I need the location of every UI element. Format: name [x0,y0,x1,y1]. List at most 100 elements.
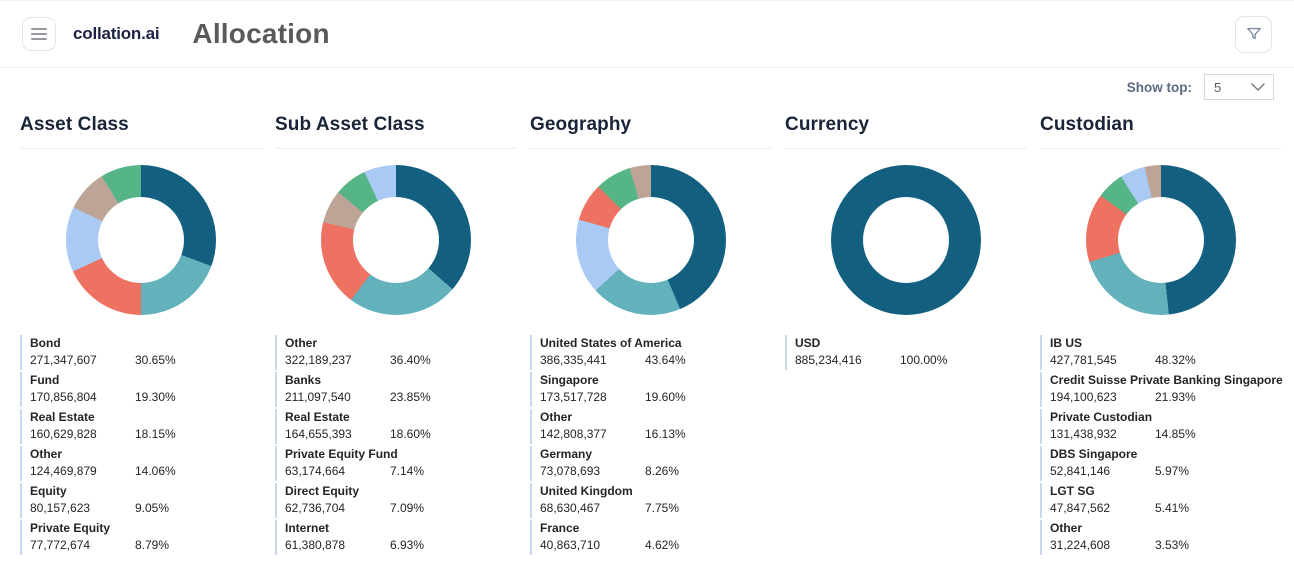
legend-value: 80,157,623 [30,501,91,515]
legend-percent: 16.13% [645,427,686,441]
legend-label: Other [1050,521,1083,535]
legend-value: 160,629,828 [30,427,97,441]
legend-label: Direct Equity [285,484,360,498]
legend-value: 77,772,674 [30,538,91,552]
filter-button[interactable] [1235,15,1272,53]
legend-item[interactable]: DBS Singapore 52,841,146 5.97% [1040,446,1282,481]
legend-value: 61,380,878 [285,538,346,552]
legend-percent: 19.30% [135,390,176,404]
legend-item[interactable]: Real Estate 164,655,393 18.60% [275,409,517,444]
legend-percent: 100.00% [900,353,948,367]
legend-percent: 14.06% [135,464,176,478]
legend-values-row: 427,781,545 48.32% [1050,352,1282,369]
legend-value: 142,808,377 [540,427,607,441]
legend-value: 386,335,441 [540,353,607,367]
show-top-select[interactable]: 5 [1204,74,1274,100]
legend-item[interactable]: Germany 73,078,693 8.26% [530,446,772,481]
legend-values-row: 68,630,467 7.75% [540,500,772,517]
legend-item[interactable]: United States of America 386,335,441 43.64… [530,335,772,370]
legend-values-row: 31,224,608 3.53% [1050,537,1282,554]
chart-card: Geography United States of America 386,335… [530,106,772,557]
legend-label: Other [540,410,573,424]
legend-value: 31,224,608 [1050,538,1111,552]
legend-list: USD 885,234,416 100.00% [785,335,1027,370]
donut-chart[interactable] [831,165,981,315]
legend-values-row: 170,856,804 19.30% [30,389,262,406]
legend-percent: 18.60% [390,427,431,441]
show-top-label: Show top: [1126,79,1192,95]
legend-percent: 18.15% [135,427,176,441]
chart-title: Custodian [1040,106,1282,149]
legend-value: 47,847,562 [1050,501,1111,515]
donut-area [275,149,517,331]
legend-item[interactable]: Private Equity Fund 63,174,664 7.14% [275,446,517,481]
legend-label: United States of America [540,336,682,350]
legend-value: 885,234,416 [795,353,862,367]
legend-value: 427,781,545 [1050,353,1117,367]
legend-item[interactable]: Direct Equity 62,736,704 7.09% [275,483,517,518]
legend-value: 63,174,664 [285,464,346,478]
legend-label: Singapore [540,373,599,387]
legend-label: United Kingdom [540,484,633,498]
legend-item[interactable]: Other 31,224,608 3.53% [1040,520,1282,555]
legend-item[interactable]: Internet 61,380,878 6.93% [275,520,517,555]
legend-item[interactable]: IB US 427,781,545 48.32% [1040,335,1282,370]
donut-chart[interactable] [321,165,471,315]
donut-area [1040,149,1282,331]
legend-percent: 21.93% [1155,390,1196,404]
legend-percent: 8.26% [645,464,680,478]
donut-chart[interactable] [1086,165,1236,315]
funnel-icon [1246,27,1261,40]
legend-values-row: 885,234,416 100.00% [795,352,1027,369]
legend-item[interactable]: Other 142,808,377 16.13% [530,409,772,444]
hamburger-menu-button[interactable] [22,17,56,51]
legend-item[interactable]: Equity 80,157,623 9.05% [20,483,262,518]
donut-chart[interactable] [66,165,216,315]
chart-title: Currency [785,106,1027,149]
legend-percent: 36.40% [390,353,431,367]
legend-value: 62,736,704 [285,501,346,515]
legend-label: Private Equity [30,521,111,535]
legend-item[interactable]: United Kingdom 68,630,467 7.75% [530,483,772,518]
legend-label: Equity [30,484,67,498]
donut-chart[interactable] [576,165,726,315]
legend-values-row: 271,347,607 30.65% [30,352,262,369]
legend-item[interactable]: France 40,863,710 4.62% [530,520,772,555]
legend-values-row: 164,655,393 18.60% [285,426,517,443]
legend-value: 52,841,146 [1050,464,1111,478]
legend-list: Bond 271,347,607 30.65% Fund 170,856,804 19.3… [20,335,262,555]
legend-item[interactable]: Other 124,469,879 14.06% [20,446,262,481]
legend-item[interactable]: USD 885,234,416 100.00% [785,335,1027,370]
legend-list: Other 322,189,237 36.40% Banks 211,097,540 23… [275,335,517,555]
legend-percent: 4.62% [645,538,680,552]
legend-label: Fund [30,373,60,387]
toolbar: Show top: 5 [0,68,1294,106]
legend-item[interactable]: Banks 211,097,540 23.85% [275,372,517,407]
legend-item[interactable]: Singapore 173,517,728 19.60% [530,372,772,407]
charts-grid: Asset Class Bond 271,347,607 30.65% Fund 170,… [20,106,1294,557]
legend-values-row: 386,335,441 43.64% [540,352,772,369]
legend-item[interactable]: Bond 271,347,607 30.65% [20,335,262,370]
chart-card: Asset Class Bond 271,347,607 30.65% Fund 170,… [20,106,262,557]
legend-value: 124,469,879 [30,464,97,478]
chart-card: Currency USD 885,234,416 100.00% [785,106,1027,557]
chart-title: Asset Class [20,106,262,149]
legend-item[interactable]: Other 322,189,237 36.40% [275,335,517,370]
legend-label: Private Equity Fund [285,447,398,461]
legend-item[interactable]: Fund 170,856,804 19.30% [20,372,262,407]
legend-item[interactable]: Private Equity 77,772,674 8.79% [20,520,262,555]
legend-item[interactable]: LGT SG 47,847,562 5.41% [1040,483,1282,518]
legend-label: Real Estate [30,410,95,424]
legend-values-row: 40,863,710 4.62% [540,537,772,554]
legend-label: Internet [285,521,330,535]
donut-area [530,149,772,331]
legend-item[interactable]: Real Estate 160,629,828 18.15% [20,409,262,444]
legend-values-row: 124,469,879 14.06% [30,463,262,480]
legend-item[interactable]: Credit Suisse Private Banking Singapore 1… [1040,372,1283,407]
legend-item[interactable]: Private Custodian 131,438,932 14.85% [1040,409,1282,444]
chart-title: Geography [530,106,772,149]
legend-value: 170,856,804 [30,390,97,404]
legend-percent: 3.53% [1155,538,1190,552]
chart-card: Custodian IB US 427,781,545 48.32% Credit Su… [1040,106,1283,557]
legend-label: Private Custodian [1050,410,1153,424]
